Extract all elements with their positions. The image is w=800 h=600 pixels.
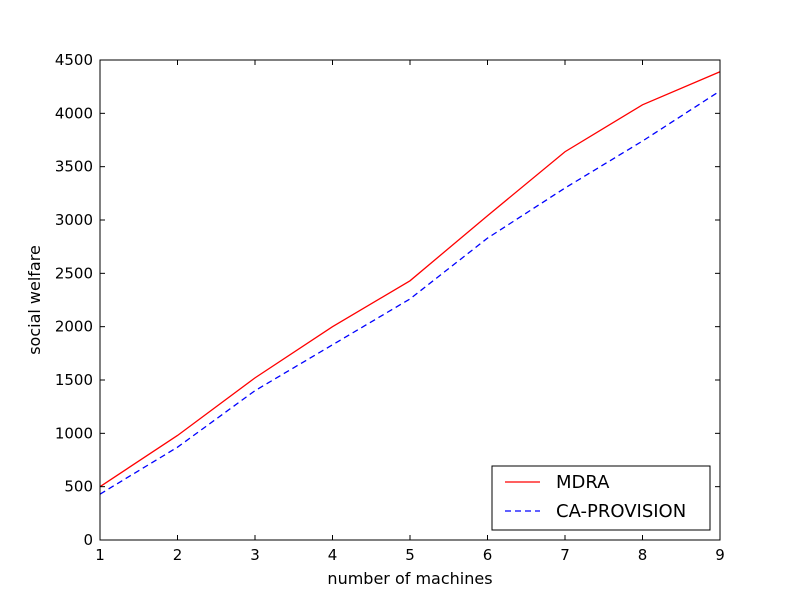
y-tick-label: 0 <box>83 531 93 549</box>
series-layer <box>99 71 721 495</box>
y-tick-label: 4000 <box>55 104 93 122</box>
series-line-mdra <box>99 71 721 488</box>
legend-label-ca-provision: CA-PROVISION <box>556 501 686 522</box>
x-axis-label: number of machines <box>327 569 492 588</box>
x-tick-label: 4 <box>328 546 338 564</box>
x-tick-label: 6 <box>483 546 493 564</box>
x-tick-label: 3 <box>250 546 260 564</box>
y-tick-label: 3500 <box>55 158 93 176</box>
y-tick-label: 2500 <box>55 264 93 282</box>
y-tick-label: 500 <box>64 478 93 496</box>
y-tick-label: 4500 <box>55 51 93 69</box>
legend-frame <box>491 465 711 531</box>
legend-label-mdra: MDRA <box>556 472 610 493</box>
x-tick-label: 8 <box>638 546 648 564</box>
x-tick-label: 5 <box>405 546 415 564</box>
y-tick-label: 1500 <box>55 371 93 389</box>
x-tick-label: 2 <box>173 546 183 564</box>
y-tick-label: 3000 <box>55 211 93 229</box>
ticks-layer: 1 2 3 4 5 6 7 8 9 0 500 1000 1500 2000 2500 3000 3500 400… <box>55 51 725 564</box>
plot-area <box>100 60 720 540</box>
y-tick-label: 1000 <box>55 424 93 442</box>
y-tick-label: 2000 <box>55 318 93 336</box>
x-tick-label: 9 <box>715 546 725 564</box>
x-tick-label: 7 <box>560 546 570 564</box>
series-line-ca-provision <box>99 90 721 495</box>
x-tick-label: 1 <box>95 546 105 564</box>
y-axis-label: social welfare <box>25 245 44 355</box>
legend: MDRA CA-PROVISION <box>491 465 711 531</box>
